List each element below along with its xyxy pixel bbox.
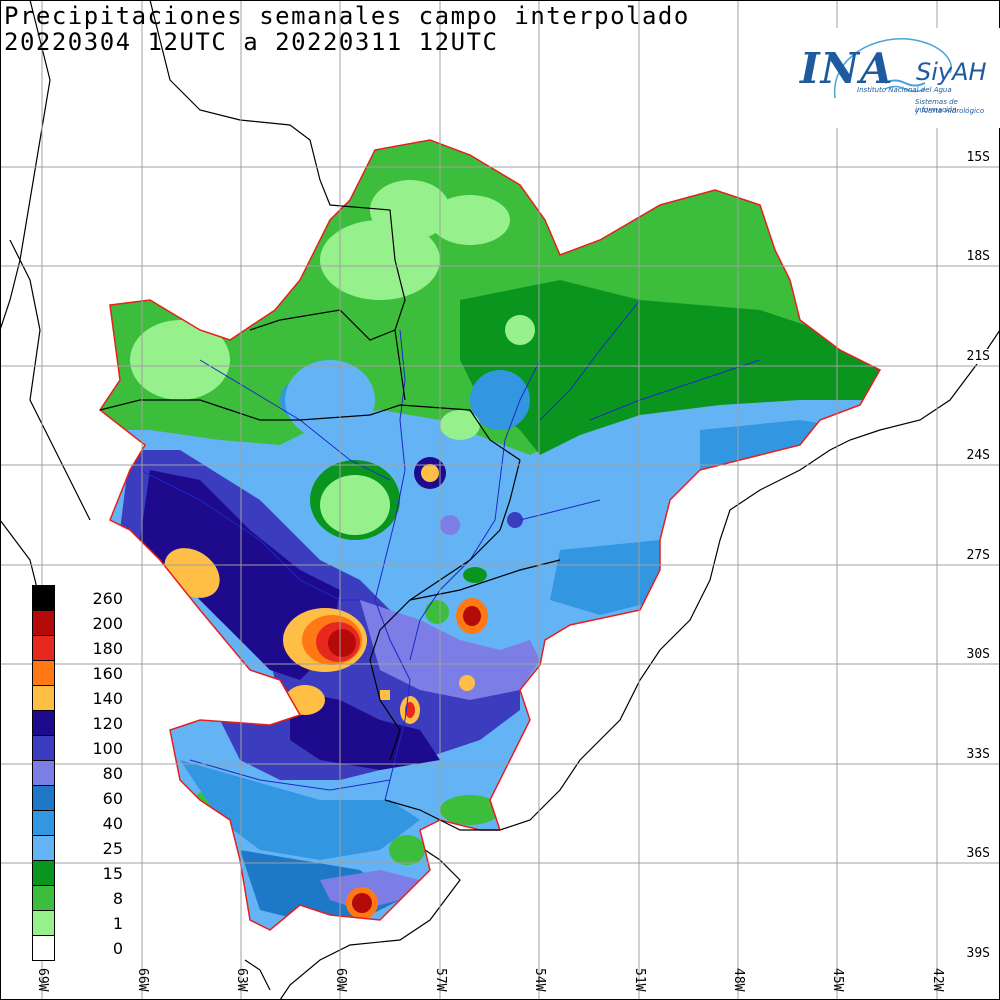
legend-label: 180 bbox=[92, 639, 123, 658]
rivers bbox=[139, 299, 761, 801]
lon-label: 42W bbox=[930, 968, 945, 992]
logo-swoosh bbox=[834, 38, 952, 99]
map-date-range: 20220304 12UTC a 20220311 12UTC bbox=[4, 28, 499, 56]
precipitation-legend: 260 200 180 160 140 120 100 80 60 40 25 15 8 1 0 bbox=[32, 585, 132, 961]
legend-row: 140 bbox=[32, 685, 132, 711]
legend-label: 25 bbox=[102, 839, 123, 858]
lon-label: 69W bbox=[35, 968, 50, 992]
legend-row: 260 bbox=[32, 585, 132, 611]
legend-row: 80 bbox=[32, 760, 132, 786]
legend-row: 160 bbox=[32, 660, 132, 686]
legend-label: 1 bbox=[112, 914, 123, 933]
lat-label: 39S bbox=[966, 946, 990, 961]
lat-label: 30S bbox=[966, 647, 990, 662]
lat-label: 15S bbox=[966, 150, 990, 165]
logo-ina-text: INA bbox=[800, 44, 894, 93]
lat-label: 36S bbox=[966, 846, 990, 861]
lat-label: 21S bbox=[966, 349, 990, 364]
legend-label: 140 bbox=[92, 689, 123, 708]
legend-row: 0 bbox=[32, 935, 132, 961]
legend-row: 25 bbox=[32, 835, 132, 861]
lon-label: 48W bbox=[731, 968, 746, 992]
legend-row: 15 bbox=[32, 860, 132, 886]
legend-row: 120 bbox=[32, 710, 132, 736]
lon-label: 63W bbox=[234, 968, 249, 992]
legend-row: 60 bbox=[32, 785, 132, 811]
lat-label: 33S bbox=[966, 747, 990, 762]
legend-label: 100 bbox=[92, 739, 123, 758]
logo-subtitle-institute: Instituto Nacional del Agua bbox=[857, 86, 952, 94]
legend-label: 200 bbox=[92, 614, 123, 633]
lat-label: 27S bbox=[966, 548, 990, 563]
logo-siyah-text: SiyAH bbox=[916, 58, 987, 86]
logo-subtitle-systems: Sistemas de información bbox=[915, 98, 958, 114]
legend-label: 60 bbox=[102, 789, 123, 808]
legend-row: 40 bbox=[32, 810, 132, 836]
legend-row: 1 bbox=[32, 910, 132, 936]
lat-label: 24S bbox=[966, 448, 990, 463]
legend-label: 80 bbox=[102, 764, 123, 783]
lon-label: 57W bbox=[433, 968, 448, 992]
basin-outline bbox=[98, 139, 882, 931]
legend-label: 260 bbox=[92, 589, 123, 608]
legend-row: 200 bbox=[32, 610, 132, 636]
lat-label: 18S bbox=[966, 249, 990, 264]
logo-subtitle-alert: y Alerta Hidrológico bbox=[915, 107, 985, 115]
legend-label: 0 bbox=[112, 939, 123, 958]
legend-label: 8 bbox=[112, 889, 123, 908]
legend-label: 160 bbox=[92, 664, 123, 683]
legend-swatch bbox=[32, 935, 55, 961]
lon-label: 51W bbox=[632, 968, 647, 992]
ina-siyah-logo: INA SiyAH Instituto Nacional del Agua Si… bbox=[795, 28, 1000, 128]
legend-row: 180 bbox=[32, 635, 132, 661]
legend-row: 8 bbox=[32, 885, 132, 911]
lon-label: 66W bbox=[135, 968, 150, 992]
legend-label: 15 bbox=[102, 864, 123, 883]
lon-label: 54W bbox=[532, 968, 547, 992]
legend-label: 40 bbox=[102, 814, 123, 833]
lon-label: 45W bbox=[830, 968, 845, 992]
legend-label: 120 bbox=[92, 714, 123, 733]
legend-row: 100 bbox=[32, 735, 132, 761]
map-title: Precipitaciones semanales campo interpol… bbox=[4, 2, 690, 30]
lon-label: 60W bbox=[333, 968, 348, 992]
